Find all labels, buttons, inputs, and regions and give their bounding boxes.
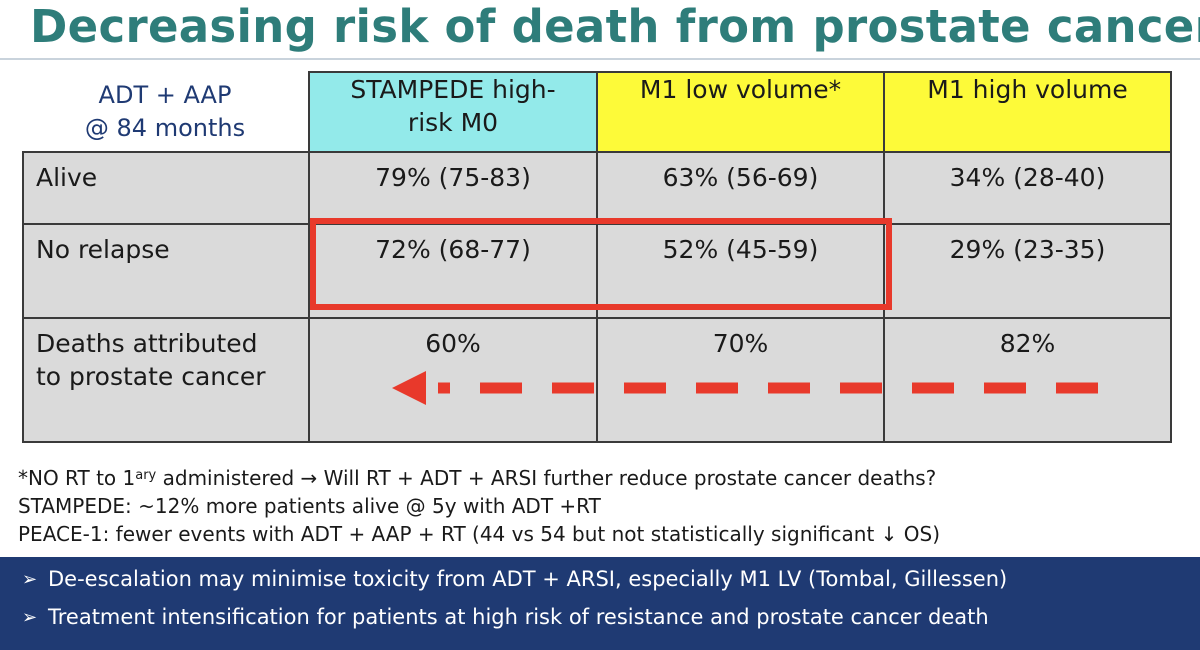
table-corner-label: ADT + AAP @ 84 months (22, 72, 308, 152)
table-cell: 34% (28-40) (883, 151, 1172, 225)
footnote-superscript: ary (135, 468, 157, 483)
corner-line: ADT + AAP (98, 81, 232, 109)
footnote-text: administered → Will RT + ADT + ARSI furt… (156, 466, 937, 490)
corner-line: @ 84 months (84, 114, 246, 142)
table-header-row: STAMPEDE high- risk M0 M1 low volume* M1… (23, 71, 1172, 153)
column-header-line: STAMPEDE high- (350, 75, 556, 104)
slide-title: Decreasing risk of death from prostate c… (30, 0, 1200, 53)
table-cell: 79% (75-83) (308, 151, 598, 225)
row-label: Alive (22, 151, 310, 225)
banner-bullet: ➢ Treatment intensification for patients… (22, 605, 989, 629)
row-label-text: to prostate cancer (36, 362, 266, 391)
footnote-line: STAMPEDE: ~12% more patients alive @ 5y … (18, 494, 601, 518)
table-cell: 72% (68-77) (308, 223, 598, 319)
arrow-bullet-icon: ➢ (22, 606, 38, 628)
footnotes: *NO RT to 1ary administered → Will RT + … (18, 464, 1188, 548)
table-cell: 52% (45-59) (596, 223, 885, 319)
table-cell: 82% (883, 317, 1172, 443)
table-cell: 29% (23-35) (883, 223, 1172, 319)
row-label-text: Deaths attributed (36, 329, 258, 358)
table-cell: 60% (308, 317, 598, 443)
arrow-bullet-icon: ➢ (22, 568, 38, 590)
row-label-text: Alive (36, 163, 98, 192)
column-header-m1-low-volume: M1 low volume* (596, 71, 885, 153)
row-label-text: No relapse (36, 235, 170, 264)
row-label: No relapse (22, 223, 310, 319)
column-header-line: M1 low volume* (639, 75, 842, 104)
column-header-m1-high-volume: M1 high volume (883, 71, 1172, 153)
table-cell: 70% (596, 317, 885, 443)
table-cell: 63% (56-69) (596, 151, 885, 225)
table-row-deaths: Deaths attributed to prostate cancer 60%… (22, 317, 1172, 443)
footnote-text: *NO RT to 1 (18, 466, 136, 490)
highlight-box (310, 218, 892, 310)
dashed-left-arrow-icon (392, 371, 1098, 405)
results-table: STAMPEDE high- risk M0 M1 low volume* M1… (22, 71, 1172, 443)
conclusion-banner: ➢ De-escalation may minimise toxicity fr… (0, 557, 1200, 650)
footnote-line: *NO RT to 1ary administered → Will RT + … (18, 464, 1188, 492)
row-label: Deaths attributed to prostate cancer (22, 317, 310, 443)
table-row-alive: Alive 79% (75-83) 63% (56-69) 34% (28-40… (22, 151, 1172, 225)
footnote-line: PEACE-1: fewer events with ADT + AAP + R… (18, 522, 941, 546)
column-header-line: risk M0 (407, 108, 499, 137)
table-row-no-relapse: No relapse 72% (68-77) 52% (45-59) 29% (… (22, 223, 1172, 319)
banner-bullet-text: Treatment intensification for patients a… (48, 605, 989, 629)
column-header-stampede: STAMPEDE high- risk M0 (308, 71, 598, 153)
column-header-line: M1 high volume (927, 75, 1128, 104)
banner-bullet-text: De-escalation may minimise toxicity from… (48, 567, 1008, 591)
title-divider (0, 58, 1200, 60)
banner-bullet: ➢ De-escalation may minimise toxicity fr… (22, 567, 1007, 591)
